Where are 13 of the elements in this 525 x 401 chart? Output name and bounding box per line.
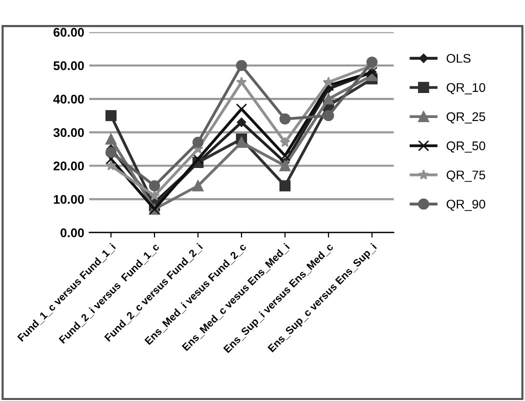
y-tick-label: 10.00 — [54, 194, 84, 204]
legend-label: QR_25 — [446, 112, 486, 124]
y-tick-label: 50.00 — [53, 61, 84, 70]
y-tick-label: 30.00 — [53, 128, 84, 137]
legend-label: QR_50 — [446, 141, 486, 153]
y-tick-label: 20.00 — [54, 162, 84, 170]
y-tick-label: 60.00 — [54, 28, 84, 37]
legend-label: QR_10 — [446, 83, 486, 94]
legend-label: OLS — [446, 54, 471, 63]
y-tick-label: 40.00 — [53, 94, 84, 104]
legend-label: QR_90 — [446, 200, 486, 211]
y-tick-label: 0.00 — [60, 228, 84, 238]
legend-label: QR_75 — [446, 170, 486, 182]
